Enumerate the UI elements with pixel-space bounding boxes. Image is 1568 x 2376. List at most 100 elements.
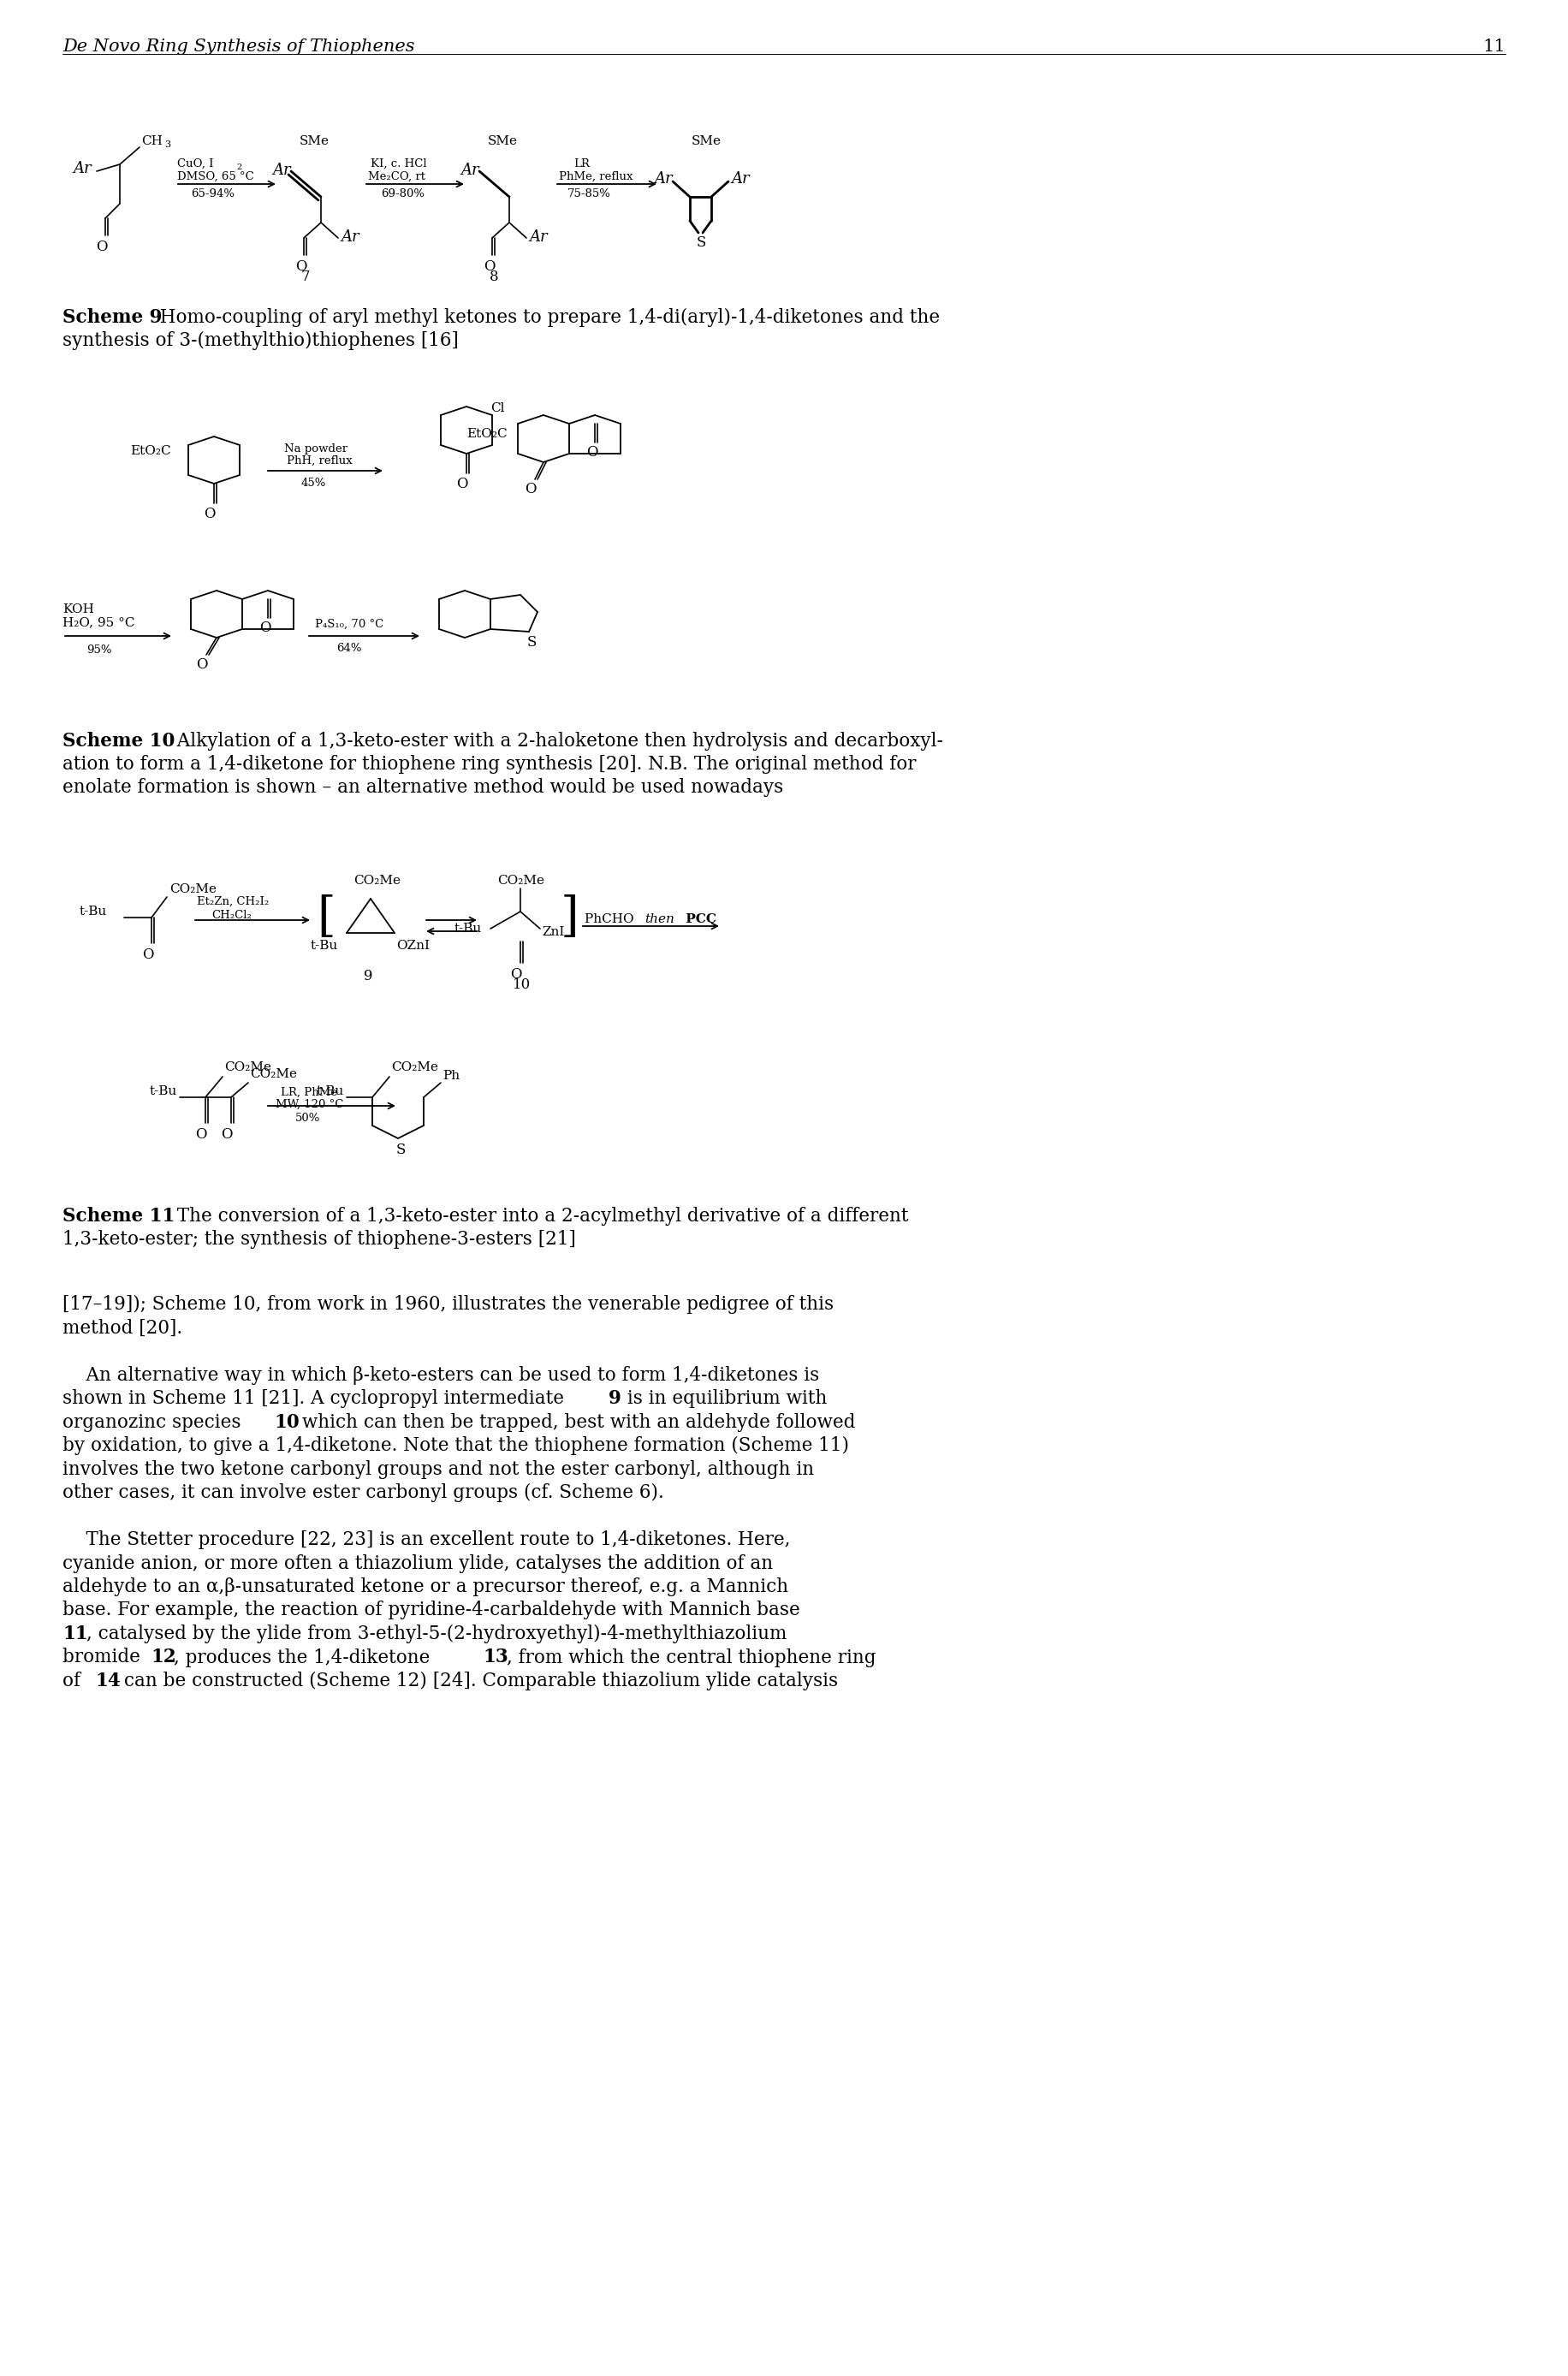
Text: P₄S₁₀, 70 °C: P₄S₁₀, 70 °C xyxy=(315,618,384,630)
Text: t-Bu: t-Bu xyxy=(310,941,339,953)
Text: bromide: bromide xyxy=(63,1649,146,1668)
Text: The Stetter procedure [22, 23] is an excellent route to 1,4-diketones. Here,: The Stetter procedure [22, 23] is an exc… xyxy=(63,1530,790,1549)
Text: shown in Scheme 11 [21]. A cyclopropyl intermediate: shown in Scheme 11 [21]. A cyclopropyl i… xyxy=(63,1390,569,1409)
Text: Ar: Ar xyxy=(731,171,750,188)
Text: O: O xyxy=(143,948,154,962)
Text: 10: 10 xyxy=(513,977,532,993)
Text: LR: LR xyxy=(574,159,590,169)
Text: 1,3-keto-ester; the synthesis of thiophene-3-esters [21]: 1,3-keto-ester; the synthesis of thiophe… xyxy=(63,1231,575,1250)
Text: Scheme 10: Scheme 10 xyxy=(63,732,176,751)
Text: S: S xyxy=(397,1143,406,1157)
Text: ZnI: ZnI xyxy=(543,927,564,939)
Text: SMe: SMe xyxy=(299,135,329,147)
Text: aldehyde to an α,β-unsaturated ketone or a precursor thereof, e.g. a Mannich: aldehyde to an α,β-unsaturated ketone or… xyxy=(63,1578,789,1597)
Text: CH: CH xyxy=(141,135,163,147)
Text: base. For example, the reaction of pyridine-4-carbaldehyde with Mannich base: base. For example, the reaction of pyrid… xyxy=(63,1601,800,1620)
Text: O: O xyxy=(194,1126,207,1143)
Text: Alkylation of a 1,3-keto-ester with a 2-haloketone then hydrolysis and decarboxy: Alkylation of a 1,3-keto-ester with a 2-… xyxy=(165,732,942,751)
Text: cyanide anion, or more often a thiazolium ylide, catalyses the addition of an: cyanide anion, or more often a thiazoliu… xyxy=(63,1554,773,1573)
Text: OZnI: OZnI xyxy=(397,941,430,953)
Text: 75-85%: 75-85% xyxy=(568,188,612,200)
Text: , produces the 1,4-diketone: , produces the 1,4-diketone xyxy=(174,1649,436,1668)
Text: An alternative way in which β-keto-esters can be used to form 1,4-diketones is: An alternative way in which β-keto-ester… xyxy=(63,1366,820,1385)
Text: of: of xyxy=(63,1673,86,1689)
Text: 45%: 45% xyxy=(301,478,326,489)
Text: enolate formation is shown – an alternative method would be used nowadays: enolate formation is shown – an alternat… xyxy=(63,777,784,796)
Text: Ar: Ar xyxy=(461,162,478,178)
Text: 11: 11 xyxy=(63,1625,88,1644)
Text: is in equilibrium with: is in equilibrium with xyxy=(621,1390,826,1409)
Text: , from which the central thiophene ring: , from which the central thiophene ring xyxy=(506,1649,877,1668)
Text: DMSO, 65 °C: DMSO, 65 °C xyxy=(177,171,254,183)
Text: CH₂Cl₂: CH₂Cl₂ xyxy=(212,910,251,922)
Text: 12: 12 xyxy=(151,1649,176,1668)
Text: Me₂CO, rt: Me₂CO, rt xyxy=(368,171,425,183)
Text: O: O xyxy=(456,478,467,492)
Text: , catalysed by the ylide from 3-ethyl-5-(2-hydroxyethyl)-4-methylthiazolium: , catalysed by the ylide from 3-ethyl-5-… xyxy=(86,1625,787,1644)
Text: Ar: Ar xyxy=(273,162,290,178)
Text: 10: 10 xyxy=(274,1414,299,1430)
Text: method [20].: method [20]. xyxy=(63,1319,182,1338)
Text: 69-80%: 69-80% xyxy=(381,188,425,200)
Text: Ar: Ar xyxy=(654,171,673,188)
Text: H₂O, 95 °C: H₂O, 95 °C xyxy=(63,615,135,627)
Text: The conversion of a 1,3-keto-ester into a 2-acylmethyl derivative of a different: The conversion of a 1,3-keto-ester into … xyxy=(165,1207,908,1226)
Text: 65-94%: 65-94% xyxy=(191,188,235,200)
Text: [17–19]); Scheme 10, from work in 1960, illustrates the venerable pedigree of th: [17–19]); Scheme 10, from work in 1960, … xyxy=(63,1295,834,1314)
Text: t-Bu: t-Bu xyxy=(455,922,481,934)
Text: CO₂Me: CO₂Me xyxy=(224,1062,271,1074)
Text: CO₂Me: CO₂Me xyxy=(497,874,544,886)
Text: 95%: 95% xyxy=(86,644,111,656)
Text: CO₂Me: CO₂Me xyxy=(390,1062,437,1074)
Text: CO₂Me: CO₂Me xyxy=(353,874,400,886)
Text: O: O xyxy=(96,240,108,254)
Text: O: O xyxy=(204,506,215,520)
Text: PCC: PCC xyxy=(681,912,717,924)
Text: Ar: Ar xyxy=(340,230,359,245)
Text: PhCHO: PhCHO xyxy=(585,912,638,924)
Text: De Novo Ring Synthesis of Thiophenes: De Novo Ring Synthesis of Thiophenes xyxy=(63,38,414,55)
Text: SMe: SMe xyxy=(691,135,721,147)
Text: O: O xyxy=(483,259,495,273)
Text: S: S xyxy=(696,235,707,249)
Text: PhH, reflux: PhH, reflux xyxy=(287,456,353,466)
Text: t-Bu: t-Bu xyxy=(80,905,107,917)
Text: Scheme 11: Scheme 11 xyxy=(63,1207,176,1226)
Text: O: O xyxy=(525,482,536,497)
Text: KOH: KOH xyxy=(63,604,94,615)
Text: ]: ] xyxy=(561,893,579,941)
Text: Cl: Cl xyxy=(491,402,505,413)
Text: 9: 9 xyxy=(608,1390,621,1409)
Text: Na powder: Na powder xyxy=(284,444,348,454)
Text: Et₂Zn, CH₂I₂: Et₂Zn, CH₂I₂ xyxy=(198,896,270,908)
Text: O: O xyxy=(221,1126,232,1143)
Text: t-Bu: t-Bu xyxy=(151,1086,177,1098)
Text: 11: 11 xyxy=(1483,38,1505,55)
Text: Homo-coupling of aryl methyl ketones to prepare 1,4-di(aryl)-1,4-diketones and t: Homo-coupling of aryl methyl ketones to … xyxy=(147,309,939,328)
Text: 50%: 50% xyxy=(295,1112,320,1124)
Text: then: then xyxy=(644,912,674,924)
Text: 7: 7 xyxy=(301,268,310,285)
Text: EtO₂C: EtO₂C xyxy=(466,428,506,440)
Text: Scheme 9: Scheme 9 xyxy=(63,309,162,328)
Text: 13: 13 xyxy=(483,1649,508,1668)
Text: synthesis of 3-(methylthio)thiophenes [16]: synthesis of 3-(methylthio)thiophenes [1… xyxy=(63,330,459,349)
Text: organozinc species: organozinc species xyxy=(63,1414,246,1430)
Text: O: O xyxy=(196,658,207,672)
Text: S: S xyxy=(527,634,536,649)
Text: 14: 14 xyxy=(96,1673,121,1689)
Text: SMe: SMe xyxy=(488,135,517,147)
Text: Ar: Ar xyxy=(528,230,547,245)
Text: O: O xyxy=(510,967,522,981)
Text: LR, PhMe: LR, PhMe xyxy=(281,1086,337,1098)
Text: other cases, it can involve ester carbonyl groups (cf. Scheme 6).: other cases, it can involve ester carbon… xyxy=(63,1483,663,1502)
Text: CuO, I: CuO, I xyxy=(177,159,213,169)
Text: EtO₂C: EtO₂C xyxy=(130,444,171,456)
Text: 3: 3 xyxy=(165,140,171,150)
Text: PhMe, reflux: PhMe, reflux xyxy=(558,171,633,183)
Text: t-Bu: t-Bu xyxy=(317,1086,345,1098)
Text: O: O xyxy=(295,259,307,273)
Text: O: O xyxy=(259,620,271,634)
Text: involves the two ketone carbonyl groups and not the ester carbonyl, although in: involves the two ketone carbonyl groups … xyxy=(63,1459,814,1478)
Text: CO₂Me: CO₂Me xyxy=(169,884,216,896)
